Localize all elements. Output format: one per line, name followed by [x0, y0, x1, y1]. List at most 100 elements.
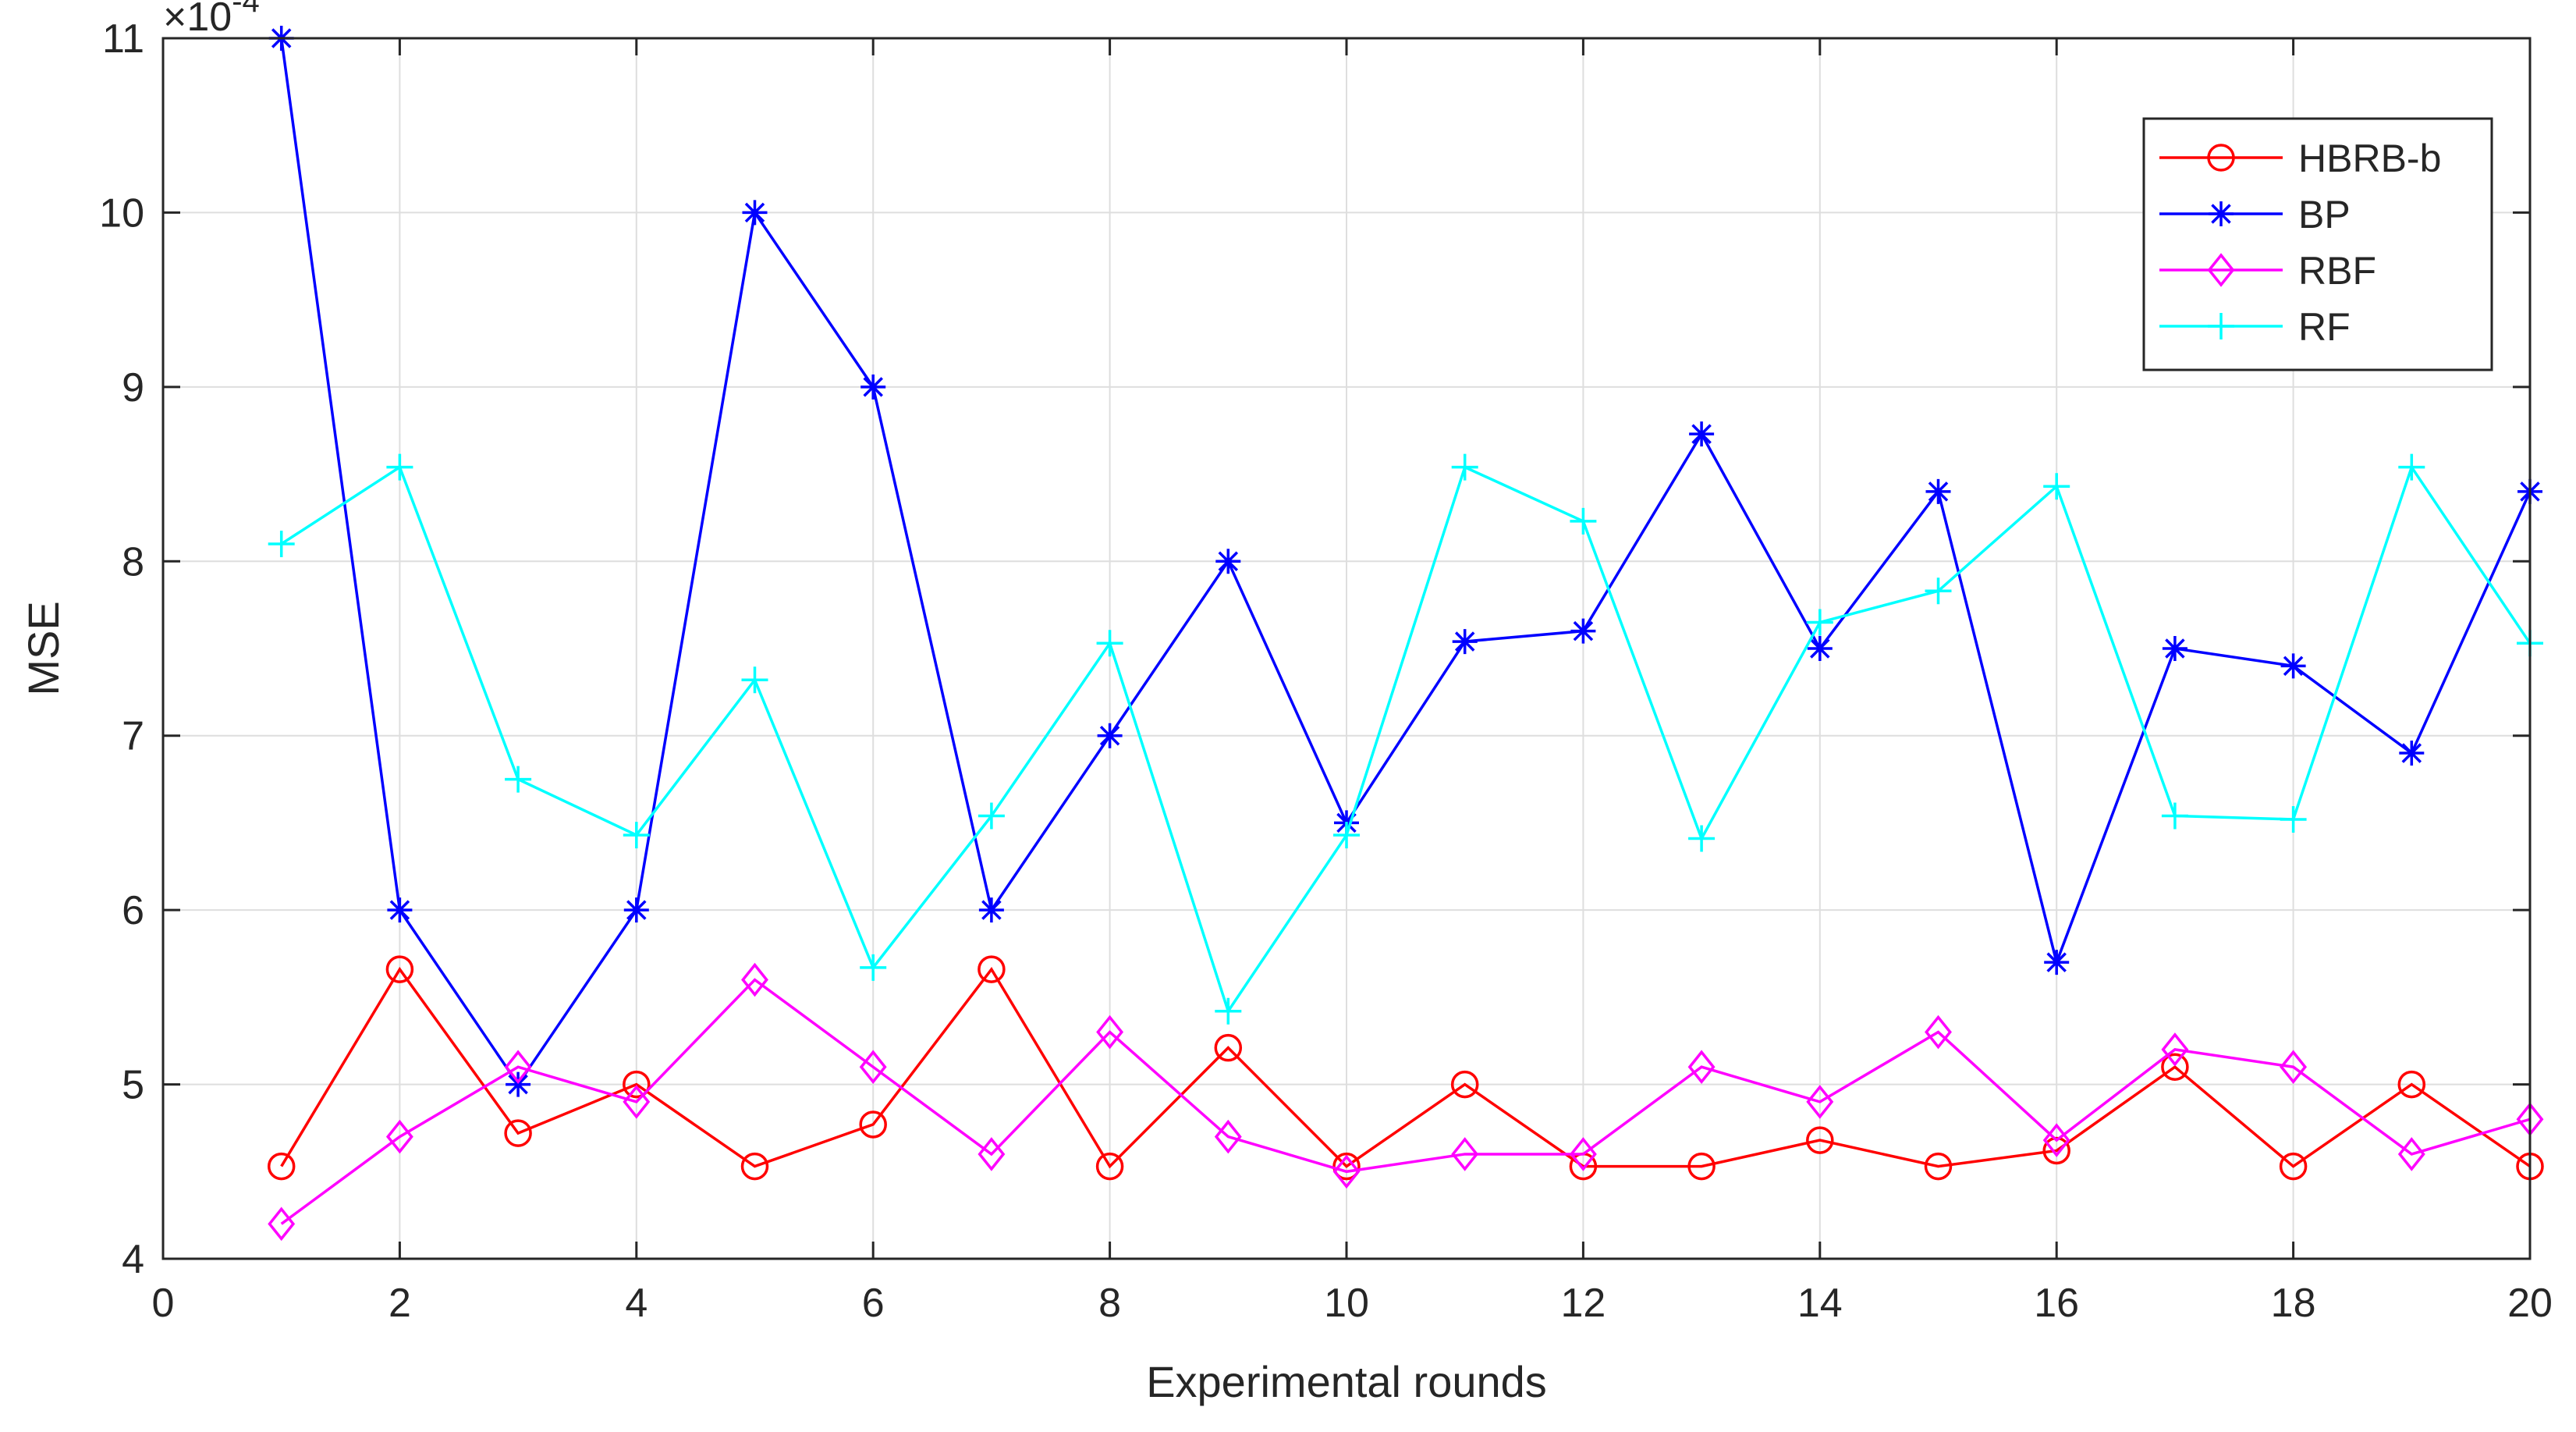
axis-ticks: 0 2 4 6 8 10 12 14 16 18 20 4 5 6 7 8 9 10 11 — [99, 16, 2553, 1326]
y-tick-label: 8 — [122, 539, 144, 585]
series-line-rbf — [280, 978, 2531, 1225]
legend-item-bp: BP — [2159, 193, 2351, 236]
data-point-hbrb-b — [2042, 1136, 2070, 1165]
data-point-hbrb-b — [1095, 1152, 1124, 1181]
data-point-rf — [1096, 630, 1123, 657]
data-point-hbrb-b — [623, 1070, 651, 1099]
x-axis-title: Experimental rounds — [1146, 1357, 1547, 1406]
x-tick-label: 12 — [1560, 1281, 1606, 1326]
data-point-rbf — [2161, 1032, 2189, 1067]
data-point-bp — [1807, 636, 1833, 661]
legend-item-rbf: RBF — [2159, 249, 2376, 293]
y-scale-exponent: -4 — [232, 0, 260, 19]
data-point-hbrb-b — [1450, 1070, 1479, 1099]
data-point-rbf — [1925, 1014, 1952, 1050]
data-point-bp — [1570, 618, 1596, 644]
data-point-bp — [742, 200, 768, 226]
legend-label: BP — [2298, 193, 2351, 236]
data-point-hbrb-b — [1806, 1126, 1834, 1154]
data-point-rbf — [504, 1050, 532, 1085]
x-tick-label: 14 — [1797, 1281, 1843, 1326]
data-point-bp — [387, 897, 413, 923]
data-point-rbf — [1569, 1137, 1597, 1171]
data-point-rf — [268, 530, 295, 557]
data-point-rf — [1215, 997, 1242, 1025]
y-axis-scale-factor: ×10-4 — [163, 0, 260, 40]
data-point-rf — [1333, 822, 1360, 849]
x-tick-label: 4 — [625, 1281, 648, 1326]
data-point-rf — [2161, 802, 2188, 830]
data-point-bp — [978, 897, 1004, 923]
y-tick-label: 9 — [122, 365, 144, 410]
data-point-rbf — [1096, 1014, 1124, 1050]
data-point-rbf — [741, 962, 768, 997]
legend-label: RBF — [2298, 249, 2376, 293]
y-tick-label: 11 — [102, 16, 144, 62]
data-point-hbrb-b — [859, 1110, 887, 1139]
y-tick-label: 4 — [122, 1237, 144, 1282]
data-point-hbrb-b — [267, 1152, 296, 1181]
data-point-rf — [2398, 453, 2425, 481]
legend-marker — [2209, 201, 2234, 226]
data-point-rbf — [1214, 1119, 1242, 1154]
data-point-rbf — [1806, 1085, 1834, 1119]
legend-box — [2142, 117, 2493, 371]
data-point-rbf — [623, 1085, 651, 1119]
x-tick-label: 2 — [389, 1281, 411, 1326]
data-point-bp — [506, 1071, 531, 1097]
data-point-rf — [2280, 805, 2307, 833]
data-point-rbf — [268, 1206, 296, 1242]
x-tick-label: 8 — [1098, 1281, 1121, 1326]
data-point-hbrb-b — [2279, 1152, 2308, 1181]
y-tick-label: 10 — [99, 190, 144, 236]
x-tick-label: 0 — [152, 1281, 175, 1326]
data-point-rbf — [859, 1050, 887, 1085]
data-point-rf — [1925, 577, 1952, 605]
legend-item-hbrb-b: HBRB-b — [2159, 137, 2441, 180]
data-point-hbrb-b — [1687, 1152, 1716, 1181]
x-tick-label: 20 — [2507, 1281, 2553, 1326]
data-point-rf — [386, 453, 413, 481]
data-point-bp — [2162, 636, 2187, 661]
x-tick-label: 10 — [1324, 1281, 1369, 1326]
legend-label: HBRB-b — [2298, 137, 2441, 180]
data-point-rf — [1451, 453, 1478, 481]
series-line-rf — [280, 464, 2532, 1014]
data-point-bp — [1452, 629, 1478, 655]
data-point-rbf — [1451, 1137, 1479, 1171]
data-point-bp — [2399, 741, 2425, 766]
data-point-rf — [1688, 825, 1716, 852]
data-point-hbrb-b — [1332, 1152, 1361, 1181]
data-point-rbf — [2397, 1137, 2425, 1171]
data-point-rf — [2043, 473, 2070, 500]
y-axis-title: MSE — [19, 601, 68, 695]
data-point-rf — [741, 666, 768, 694]
series-rf — [268, 453, 2543, 1025]
data-point-bp — [1689, 421, 1715, 447]
data-point-rbf — [2042, 1123, 2070, 1157]
legend-marker — [2208, 313, 2234, 339]
data-point-hbrb-b — [740, 1152, 769, 1181]
data-point-hbrb-b — [978, 955, 1006, 983]
data-point-hbrb-b — [385, 955, 414, 983]
y-tick-label: 7 — [122, 714, 144, 759]
x-tick-label: 6 — [862, 1281, 885, 1326]
data-point-bp — [1097, 723, 1123, 748]
data-point-rbf — [978, 1137, 1006, 1171]
legend-item-rf: RF — [2159, 305, 2351, 349]
data-point-rbf — [1332, 1154, 1361, 1189]
data-point-bp — [2044, 950, 2070, 975]
series-rbf — [268, 962, 2544, 1242]
data-point-rbf — [385, 1119, 413, 1154]
data-point-hbrb-b — [1214, 1033, 1243, 1062]
data-point-bp — [1215, 549, 1241, 574]
data-point-bp — [623, 897, 649, 923]
data-point-bp — [2280, 653, 2306, 679]
data-point-bp — [860, 374, 886, 400]
series-line-hbrb-b — [280, 966, 2531, 1169]
x-tick-label: 18 — [2271, 1281, 2316, 1326]
data-point-rf — [860, 954, 887, 981]
x-tick-label: 16 — [2034, 1281, 2079, 1326]
legend-marker — [2207, 144, 2235, 172]
